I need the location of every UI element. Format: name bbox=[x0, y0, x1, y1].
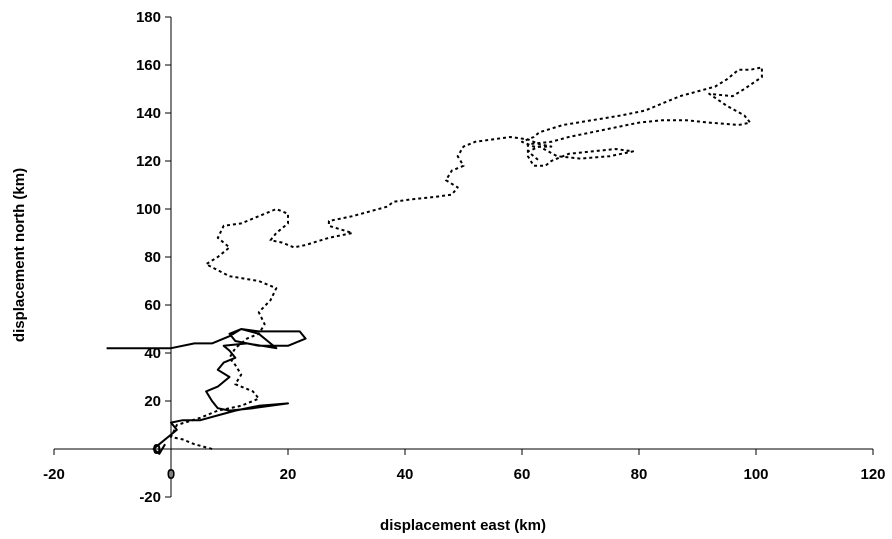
x-tick-label: 80 bbox=[631, 466, 648, 483]
y-tick-label: 40 bbox=[144, 345, 161, 362]
x-tick-label: 120 bbox=[860, 466, 885, 483]
y-tick-label: 60 bbox=[144, 297, 161, 314]
x-tick-label: -20 bbox=[43, 466, 65, 483]
series-solid-line bbox=[106, 328, 307, 455]
y-tick-label: -20 bbox=[139, 489, 161, 506]
x-tick-label: 100 bbox=[743, 466, 768, 483]
y-tick-label: 160 bbox=[136, 57, 161, 74]
y-tick-label: 20 bbox=[144, 393, 161, 410]
y-tick-label: 100 bbox=[136, 201, 161, 218]
y-tick-label: 120 bbox=[136, 153, 161, 170]
y-tick-label: 80 bbox=[144, 249, 161, 266]
x-tick-label: 20 bbox=[280, 466, 297, 483]
x-axis-title: displacement east (km) bbox=[380, 517, 546, 534]
y-tick-label: 140 bbox=[136, 105, 161, 122]
x-tick-label: 60 bbox=[514, 466, 531, 483]
x-tick-labels: -20 0 20 40 60 80 100 120 bbox=[43, 466, 885, 483]
y-tick-label: 180 bbox=[136, 9, 161, 26]
x-tick-label: 40 bbox=[397, 466, 414, 483]
y-axis-title: displacement north (km) bbox=[11, 168, 28, 342]
series-dotted-line bbox=[170, 66, 763, 450]
series-group bbox=[106, 66, 763, 455]
axes bbox=[53, 16, 874, 498]
